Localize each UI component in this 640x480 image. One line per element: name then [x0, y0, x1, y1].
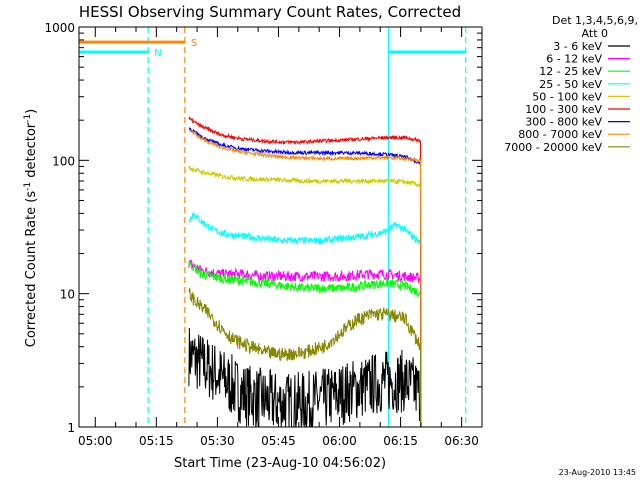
y-tick-label: 100 [52, 154, 75, 168]
series-layer [188, 116, 422, 428]
x-tick-label: 05:15 [139, 434, 174, 448]
series-line-0 [188, 327, 422, 428]
x-tick-label: 06:30 [444, 434, 479, 448]
y-axis-label-sup1: -1 [23, 182, 33, 191]
legend-label: 6 - 12 keV [546, 53, 602, 66]
series-line-3 [188, 212, 422, 428]
series-line-6 [188, 127, 422, 428]
legend-label: 300 - 800 keV [525, 116, 602, 129]
flag-layer: NS [79, 27, 467, 427]
x-tick-label: 05:45 [261, 434, 296, 448]
y-axis-label: Corrected Count Rate (s-1 detector-1) [23, 109, 39, 347]
x-tick-label: 05:00 [78, 434, 113, 448]
x-tick-label: 06:00 [322, 434, 357, 448]
legend-label: 7000 - 20000 keV [504, 141, 602, 154]
y-axis-label-mid: detector [24, 122, 39, 182]
y-tick-label: 10 [60, 288, 75, 302]
y-axis-label-main: Corrected Count Rate (s [24, 191, 39, 348]
legend-header-line-2: Att 0 [582, 27, 608, 40]
series-line-5 [188, 116, 422, 428]
legend-label: 3 - 6 keV [553, 40, 602, 53]
x-tick-label: 06:15 [383, 434, 418, 448]
legend-label: 25 - 50 keV [539, 78, 602, 91]
series-line-2 [188, 261, 422, 428]
x-axis: 05:00 05:15 05:30 05:45 06:00 06:15 06:30 [78, 27, 483, 448]
y-tick-label: 1 [67, 421, 75, 435]
legend-label: 50 - 100 keV [532, 90, 602, 103]
y-axis: 1 10 100 1000 [44, 21, 482, 435]
legend-header-line-1: Det 1,3,4,5,6,9, [552, 14, 638, 27]
y-tick-label: 1000 [44, 21, 75, 35]
plot-frame [78, 26, 483, 428]
series-line-7 [188, 129, 422, 428]
y-axis-label-end: ) [24, 109, 39, 114]
legend-label: 100 - 300 keV [525, 103, 602, 116]
legend-label: 12 - 25 keV [539, 65, 602, 78]
timestamp: 23-Aug-2010 13:45 [559, 468, 636, 477]
x-tick-label: 05:30 [200, 434, 235, 448]
flag-label: N [154, 48, 161, 59]
legend-label: 800 - 7000 keV [518, 128, 602, 141]
y-axis-label-sup2: -1 [23, 114, 33, 123]
flag-label: S [191, 38, 197, 49]
series-line-4 [188, 165, 422, 428]
x-axis-label: Start Time (23-Aug-10 04:56:02) [174, 456, 386, 471]
chart-title: HESSI Observing Summary Count Rates, Cor… [79, 3, 461, 21]
series-line-8 [188, 287, 422, 428]
